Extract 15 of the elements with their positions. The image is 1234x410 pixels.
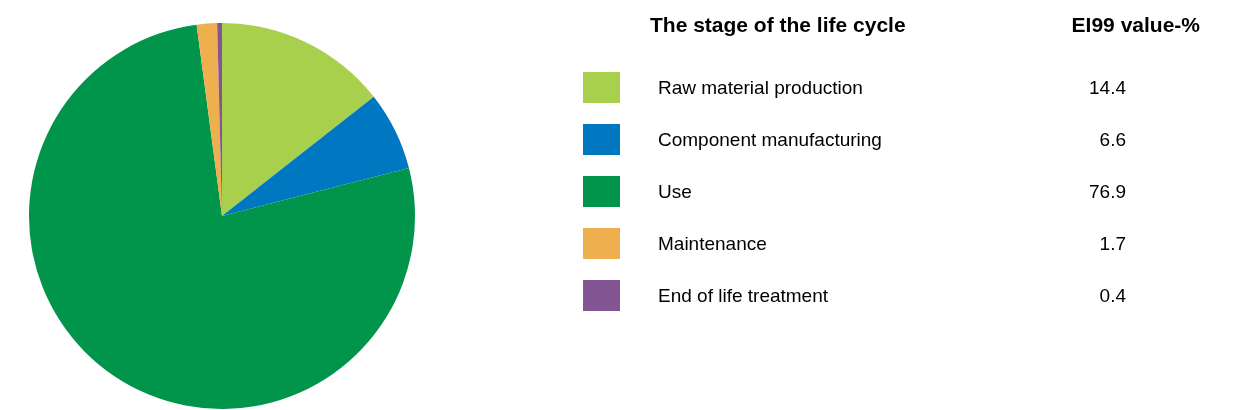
pie-slice [222,23,374,216]
legend-label: Component manufacturing [658,129,882,150]
legend-label: Use [658,181,692,202]
data-label: 1.7 [1099,233,1126,254]
data-label: 76.9 [1089,181,1126,202]
legend-label: End of life treatment [658,285,829,306]
data-label: 0.4 [1099,285,1127,306]
legend-label: Maintenance [658,233,767,254]
text: EI99 value-% [1071,13,1201,36]
legend-title: The stage of the life cycle [650,13,906,36]
data-label: 14.4 [1089,77,1127,98]
pie-slice [29,24,415,409]
pie-slice [222,96,409,216]
data-label: 6.6 [1099,129,1126,150]
legend-label: Raw material production [658,77,863,98]
